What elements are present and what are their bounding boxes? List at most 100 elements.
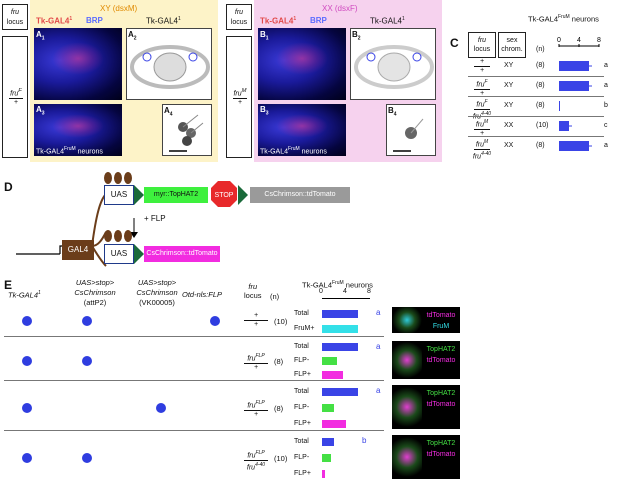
c-sig-letter-1: a [604, 82, 608, 89]
cschrimson-gray-box: CsChrimson::tdTomato [250, 187, 350, 203]
e-genotype-1: fruFLP + [240, 352, 272, 372]
c-n-4: (8) [536, 142, 545, 149]
e-n-2: (8) [274, 404, 284, 413]
e-genotype-dot [22, 316, 32, 326]
c-tick-label-0: 0 [557, 37, 561, 44]
c-sig-letter-2: b [604, 102, 608, 109]
c-genotype-2: fruF fru4-40 [472, 99, 492, 121]
e-image-label-top: TopHAT2 [426, 440, 456, 447]
c-tick-label-1: 4 [577, 37, 581, 44]
c-row-divider [468, 116, 604, 117]
e-bar [322, 454, 331, 462]
genotype-cell-b: fruM + [226, 36, 252, 158]
c-genotype-1: fruF + [468, 78, 496, 98]
e-image-label-bottom: tdTomato [426, 451, 456, 458]
brain-image-a2 [126, 28, 212, 100]
c-n-header: (n) [536, 46, 545, 53]
uas-box-top: UAS [104, 185, 134, 205]
uas-arrow-bottom [134, 244, 144, 264]
e-genotype-3: fruFLP fru4-40 [240, 449, 272, 473]
gal4-dimer-bottom [104, 230, 134, 242]
brain-image-a1 [34, 28, 122, 100]
e-tick-label-2: 8 [367, 288, 371, 295]
e-image-2 [392, 385, 422, 429]
e-image-label-bottom: FruM [432, 323, 450, 330]
c-sex-2: XY [504, 102, 514, 109]
e-row-label: FLP+ [294, 420, 311, 427]
e-image-1 [392, 341, 422, 379]
c-sex-4: XX [504, 142, 514, 149]
c-sig-letter-4: a [604, 142, 608, 149]
gal4-box: GAL4 [62, 240, 94, 260]
gray-brain-svg-b2 [354, 45, 434, 89]
e-image-label-top: tdTomato [426, 312, 456, 319]
c-bar-3 [559, 121, 569, 131]
e-chart-title: Tk-GAL4FruM neurons [302, 280, 373, 290]
e-group-divider [4, 430, 384, 431]
e-n-0: (10) [274, 317, 288, 326]
brp-label-b: BRP [310, 16, 327, 25]
e-image-labels-1: TopHAT2 tdTomato [422, 341, 460, 379]
frt-arrow-top [238, 185, 248, 205]
brain-image-b2 [350, 28, 436, 100]
e-col-otd-flp: Otd-nls:FLP [182, 290, 223, 299]
tophat-box: myr::TopHAT2 [144, 187, 208, 203]
cschrimson-magenta-box: CsChrimson::tdTomato [144, 246, 220, 262]
c-row-divider [468, 136, 604, 137]
brp-label-a: BRP [86, 16, 103, 25]
locus-header-text: locus [6, 19, 24, 26]
tk-gal4-label-a2: Tk-GAL41 [146, 16, 181, 26]
genotype-cell-a: fruF + [2, 36, 28, 158]
e-image-labels-0: tdTomato FruM [422, 307, 460, 333]
c-bar-0 [559, 61, 589, 71]
e-x-axis [322, 298, 370, 299]
xx-title: XX (dsxF) [322, 4, 358, 13]
c-chart-title: Tk-GAL4FruM neurons [528, 14, 599, 24]
c-fru-locus-header: fru locus [468, 32, 496, 58]
b3-label: B3 [260, 105, 269, 117]
tk-gal4-label-b2: Tk-GAL41 [370, 16, 405, 26]
e-bar [322, 371, 343, 379]
a3-label: A3 [36, 105, 45, 117]
neuron-image-b4 [386, 104, 436, 156]
e-bar [322, 438, 334, 446]
e-bar [322, 309, 358, 318]
e-image-label-bottom: tdTomato [426, 357, 456, 364]
c-sex-1: XY [504, 82, 514, 89]
neuron-image-a4 [162, 104, 212, 156]
e-image-labels-3: TopHAT2 tdTomato [422, 435, 460, 479]
c-genotype-3: fruM + [474, 119, 490, 138]
c-sex-3: XX [504, 122, 514, 129]
e-bar [322, 324, 358, 333]
e-genotype-dot [22, 356, 32, 366]
c-row-divider [468, 76, 604, 77]
uas-box-bottom: UAS [104, 244, 134, 264]
c-sig-letter-0: a [604, 62, 608, 69]
e-row-label: FLP- [294, 357, 310, 364]
e-genotype-dot [22, 453, 32, 463]
c-n-1: (8) [536, 82, 545, 89]
fru-header-text: fru [10, 9, 20, 16]
flp-label: + FLP [144, 214, 166, 223]
e-row-label: Total [294, 309, 309, 317]
e-bar [322, 404, 334, 412]
c-sig-letter-3: c [604, 122, 608, 129]
c-genotype-4: fruM fru4-40 [472, 139, 492, 161]
genotype-bottom: + [13, 99, 19, 107]
genotype-top-sup: F [18, 88, 22, 94]
e-row-label: FLP+ [294, 470, 311, 477]
e-bar [322, 343, 358, 351]
b1-label: B1 [260, 30, 269, 42]
e-row-label: FLP- [294, 404, 310, 411]
e-sig-letter-2: a [376, 386, 381, 395]
e-genotype-dot [210, 316, 220, 326]
c-bar-1 [559, 81, 589, 91]
c-bar-2 [559, 101, 560, 111]
e-genotype-dot [22, 403, 32, 413]
e-bar [322, 357, 337, 365]
c-n-0: (8) [536, 62, 545, 69]
panel-d-letter: D [4, 180, 13, 194]
e-row-label: Total [294, 343, 309, 350]
e-genotype-2: fruFLP + [240, 399, 272, 419]
e-group-divider [4, 336, 384, 337]
